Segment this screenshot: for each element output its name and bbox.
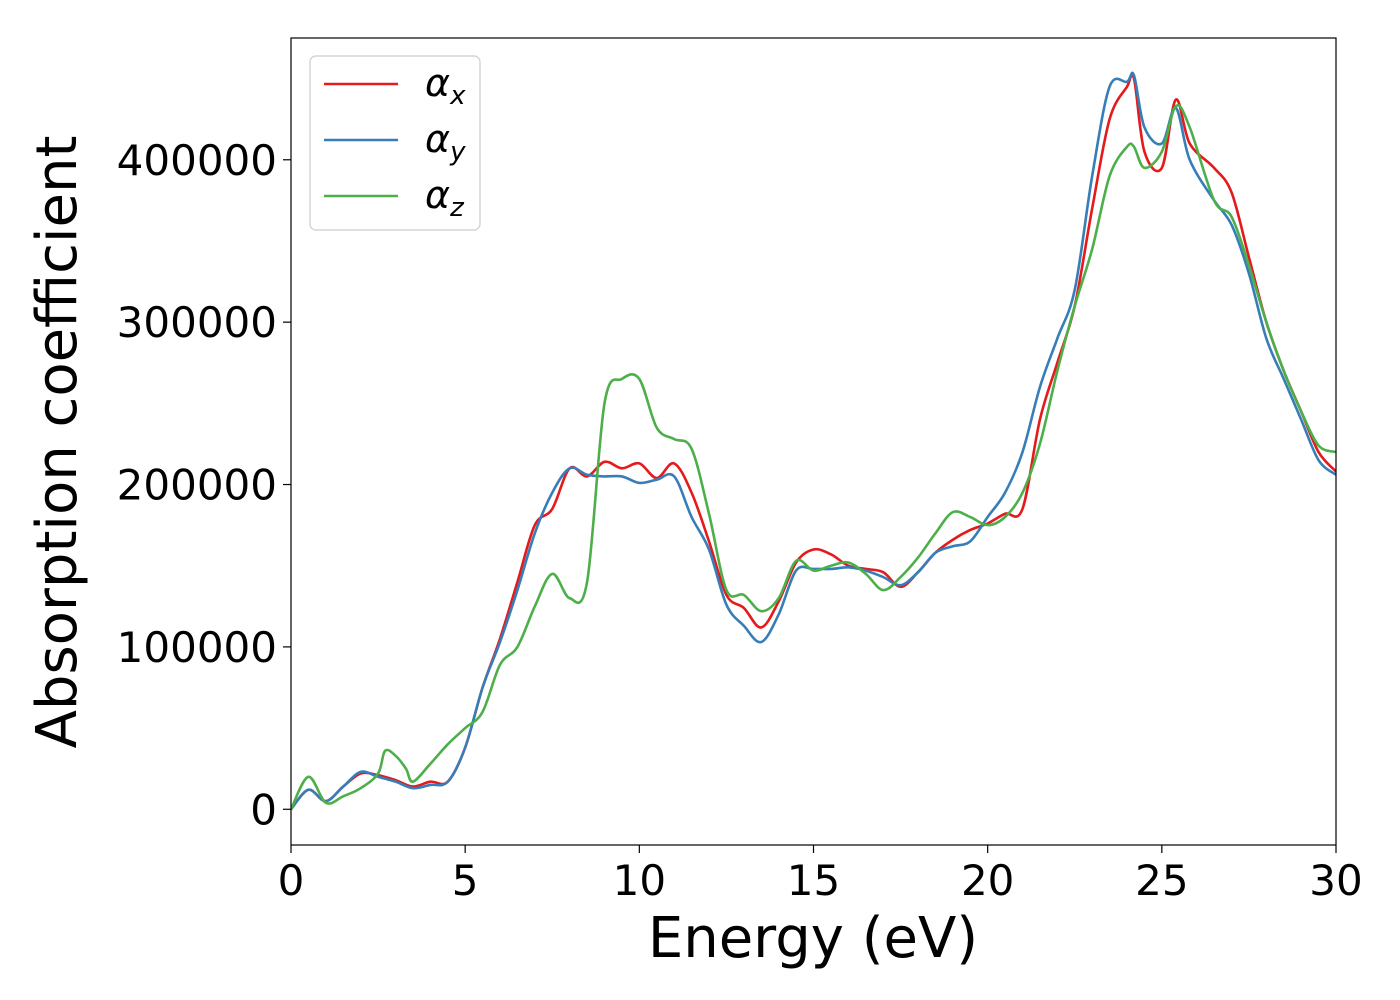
x-tick-label: 20 bbox=[961, 856, 1014, 905]
legend-label-alpha-z: αz bbox=[425, 173, 465, 223]
legend: αx αy αz bbox=[309, 55, 481, 231]
y-tick-label: 400000 bbox=[117, 136, 277, 185]
series-line-alpha-z bbox=[291, 103, 1336, 810]
y-axis-label: Absorption coefficient bbox=[25, 136, 90, 749]
y-tick-label: 100000 bbox=[117, 623, 277, 672]
y-ticks: 0 100000 200000 300000 400000 bbox=[117, 136, 291, 834]
x-ticks: 0 5 10 15 20 25 30 bbox=[278, 845, 1363, 905]
x-tick-label: 0 bbox=[278, 856, 305, 905]
x-tick-label: 15 bbox=[787, 856, 840, 905]
x-tick-label: 30 bbox=[1309, 856, 1362, 905]
legend-items: αx αy αz bbox=[324, 61, 466, 223]
series-line-alpha-y bbox=[291, 71, 1336, 811]
series-layer bbox=[291, 71, 1336, 811]
legend-label-alpha-x: αx bbox=[425, 61, 466, 111]
x-tick-label: 5 bbox=[452, 856, 479, 905]
legend-box bbox=[309, 55, 481, 231]
y-tick-label: 300000 bbox=[117, 298, 277, 347]
y-tick-label: 200000 bbox=[117, 461, 277, 510]
y-tick-label: 0 bbox=[250, 785, 277, 834]
legend-label-alpha-y: αy bbox=[425, 117, 466, 167]
x-axis-label: Energy (eV) bbox=[648, 906, 978, 971]
x-tick-label: 25 bbox=[1135, 856, 1188, 905]
x-tick-label: 10 bbox=[613, 856, 666, 905]
